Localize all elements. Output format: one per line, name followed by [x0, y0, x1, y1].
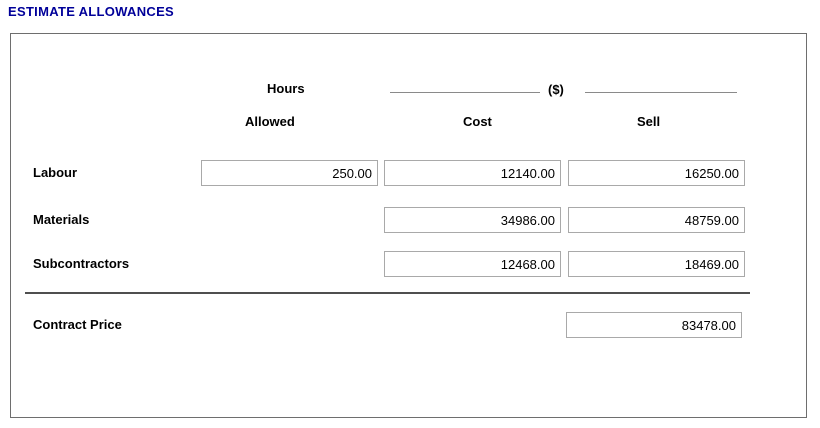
- labour-sell-input[interactable]: [568, 160, 745, 186]
- labour-cost-input[interactable]: [384, 160, 561, 186]
- column-header-sell: Sell: [637, 114, 661, 129]
- currency-header-line-right: [585, 92, 737, 93]
- currency-header-line-left: [390, 92, 540, 93]
- subcontractors-cost-input[interactable]: [384, 251, 561, 277]
- contract-price-input[interactable]: [566, 312, 742, 338]
- page-title: ESTIMATE ALLOWANCES: [8, 4, 175, 19]
- labour-hours-allowed-input[interactable]: [201, 160, 378, 186]
- row-label-labour: Labour: [33, 165, 78, 180]
- total-separator-line: [25, 292, 750, 294]
- row-label-materials: Materials: [33, 212, 90, 227]
- column-header-cost: Cost: [463, 114, 492, 129]
- materials-cost-input[interactable]: [384, 207, 561, 233]
- materials-sell-input[interactable]: [568, 207, 745, 233]
- subcontractors-sell-input[interactable]: [568, 251, 745, 277]
- column-header-allowed: Allowed: [245, 114, 295, 129]
- currency-group-header: ($): [548, 82, 564, 97]
- row-label-subcontractors: Subcontractors: [33, 256, 130, 271]
- row-label-contract-price: Contract Price: [33, 317, 122, 332]
- estimate-allowances-panel: Hours ($) Allowed Cost Sell Labour Mater…: [10, 33, 807, 418]
- hours-group-header: Hours: [267, 81, 305, 96]
